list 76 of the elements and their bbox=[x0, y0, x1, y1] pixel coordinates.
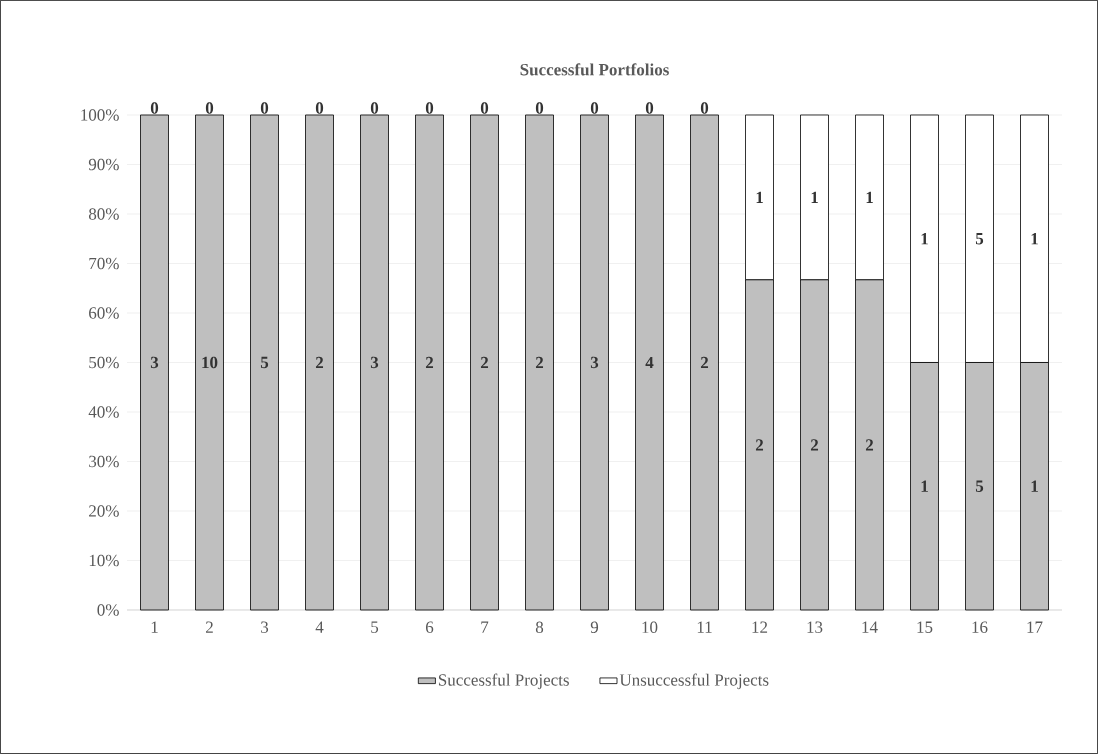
x-tick-label: 10 bbox=[642, 621, 658, 633]
annotation: 1 bbox=[921, 233, 928, 245]
x-tick-label: 5 bbox=[371, 621, 379, 633]
text: 0 bbox=[480, 102, 489, 114]
text: 0 bbox=[150, 102, 159, 114]
annotation: 3 bbox=[150, 356, 159, 369]
annotation: 3 bbox=[590, 356, 599, 369]
y-tick-label: 50% bbox=[89, 356, 119, 369]
text: 0 bbox=[260, 102, 269, 114]
bar bbox=[415, 114, 444, 611]
annotation: 2 bbox=[810, 439, 819, 451]
text: 0 bbox=[205, 102, 214, 114]
annotation: 2 bbox=[535, 356, 544, 369]
annotation: 1 bbox=[756, 191, 763, 204]
bar bbox=[635, 114, 664, 611]
annotation: 2 bbox=[315, 356, 324, 369]
x-tick-label: 11 bbox=[697, 621, 712, 633]
annotation: 5 bbox=[260, 356, 269, 369]
x-tick-label: 8 bbox=[535, 621, 544, 633]
bar bbox=[195, 114, 224, 611]
y-tick-label: 30% bbox=[89, 455, 119, 468]
bar bbox=[305, 114, 334, 611]
annotation: 1 bbox=[811, 191, 818, 204]
bar bbox=[690, 114, 719, 611]
legend-label: Successful Projects bbox=[438, 673, 569, 690]
y-tick-label: 60% bbox=[89, 307, 119, 319]
x-tick-label: 12 bbox=[752, 621, 768, 633]
x-tick-label: 13 bbox=[807, 621, 823, 633]
bar bbox=[140, 114, 169, 611]
x-tick-label: 3 bbox=[261, 621, 269, 633]
text: 0 bbox=[590, 102, 599, 114]
x-tick-label: 17 bbox=[1027, 621, 1043, 633]
text: 0 bbox=[700, 102, 709, 114]
legend-label: Unsuccessful Projects bbox=[619, 673, 769, 690]
annotation: 5 bbox=[975, 233, 984, 245]
bar bbox=[580, 114, 609, 611]
text: 0 bbox=[535, 102, 544, 114]
text: 0 bbox=[645, 102, 654, 114]
annotation: 1 bbox=[1031, 233, 1038, 245]
annotation: 2 bbox=[700, 356, 709, 369]
annotation: 2 bbox=[425, 356, 434, 369]
text: 0 bbox=[425, 102, 434, 114]
annotation: 2 bbox=[480, 356, 489, 369]
y-tick-label: 10% bbox=[89, 554, 119, 567]
x-tick-label: 15 bbox=[917, 621, 933, 633]
x-tick-label: 6 bbox=[425, 621, 434, 633]
y-tick-label: 90% bbox=[88, 158, 119, 171]
y-tick-label: 80% bbox=[88, 208, 119, 220]
bar bbox=[360, 114, 389, 611]
annotation: 1 bbox=[921, 480, 928, 492]
text: 0 bbox=[370, 102, 379, 114]
x-tick-label: 2 bbox=[206, 621, 213, 633]
x-tick-label: 7 bbox=[481, 621, 489, 633]
bar bbox=[250, 114, 279, 611]
annotation: 1 bbox=[1031, 480, 1038, 492]
annotation: 2 bbox=[865, 439, 874, 451]
x-tick-label: 14 bbox=[862, 621, 878, 633]
y-tick-label: 70% bbox=[89, 257, 119, 270]
text: 0 bbox=[315, 102, 324, 114]
annotation: 1 bbox=[866, 191, 873, 204]
chart-title: Successful Portfolios bbox=[520, 63, 669, 76]
annotation: 2 bbox=[755, 439, 764, 451]
y-tick-label: 0% bbox=[97, 604, 119, 616]
x-tick-label: 16 bbox=[972, 621, 988, 633]
x-tick-label: 1 bbox=[151, 621, 158, 633]
x-tick-label: 9 bbox=[590, 621, 599, 633]
annotation: 5 bbox=[975, 480, 984, 492]
bar bbox=[470, 114, 499, 611]
x-tick-label: 4 bbox=[315, 621, 324, 633]
y-tick-label: 40% bbox=[88, 406, 119, 418]
bar bbox=[525, 114, 554, 611]
y-tick-label: 100% bbox=[81, 109, 119, 121]
y-tick-label: 20% bbox=[89, 505, 119, 517]
annotation: 10 bbox=[202, 356, 218, 369]
annotation: 4 bbox=[645, 356, 654, 369]
annotation: 3 bbox=[370, 356, 379, 369]
